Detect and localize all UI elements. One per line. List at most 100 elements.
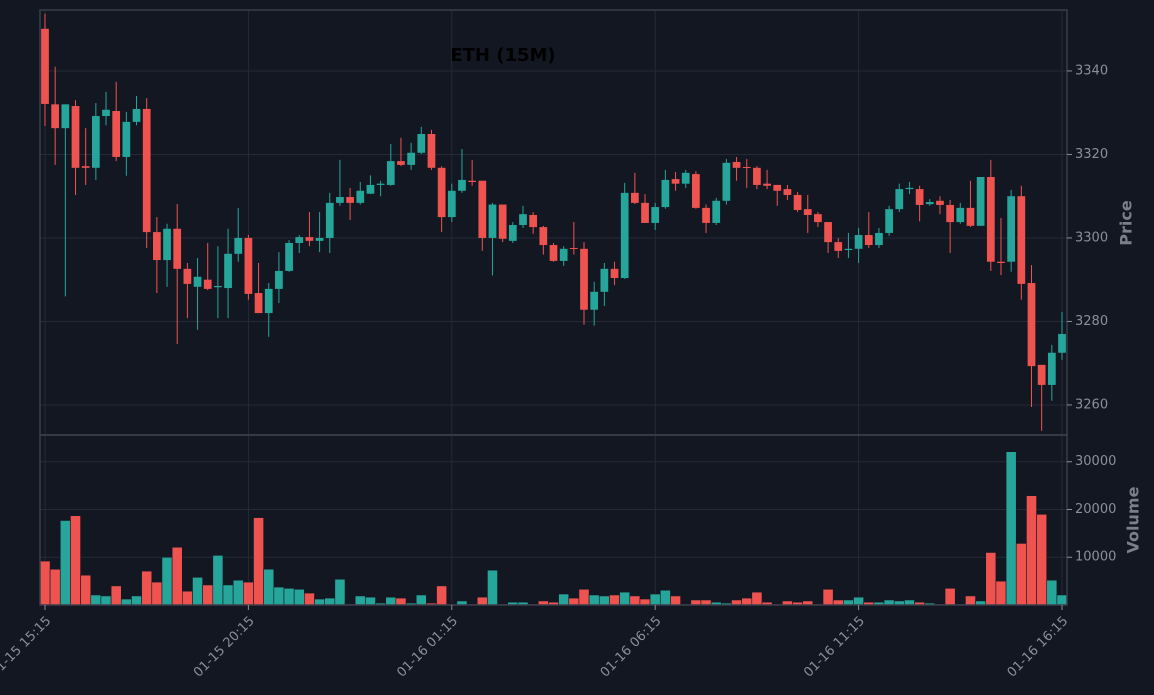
candle-body [61, 104, 70, 129]
volume-bar [629, 595, 641, 606]
volume-bar [314, 598, 325, 606]
y-tick-label: 3340 [1075, 63, 1108, 78]
volume-bar [751, 591, 763, 606]
volume-bar [283, 587, 295, 606]
candle-body [610, 268, 619, 279]
candle-body [193, 276, 202, 287]
volume-bars [39, 451, 1068, 606]
candle-body [1007, 196, 1016, 262]
candle-body [224, 253, 232, 289]
volume-bar [700, 599, 712, 606]
volume-bar [1015, 543, 1027, 606]
volume-bar [832, 599, 844, 606]
volume-bar [904, 599, 915, 606]
volume-bar [232, 579, 244, 606]
candle-body [692, 174, 700, 208]
volume-bar [273, 586, 285, 606]
volume-bar [741, 597, 753, 606]
volume-bar [487, 569, 498, 606]
candle-body [264, 288, 273, 314]
candle-body [875, 232, 883, 246]
volume-bar [731, 599, 742, 606]
candle-body [824, 222, 832, 243]
candle-body [41, 28, 49, 104]
volume-bar [690, 599, 702, 606]
candle-body [915, 189, 924, 205]
candle-body [671, 179, 680, 184]
candle-body [407, 152, 415, 165]
candle-body [437, 167, 446, 218]
volume-bar [558, 593, 570, 606]
candle-body [376, 183, 385, 185]
volume-bar [598, 595, 610, 606]
candle-body [539, 227, 548, 246]
candle-body [142, 108, 151, 233]
y-tick-label: 3280 [1075, 314, 1108, 329]
volume-bar [90, 594, 102, 606]
candle-body [600, 268, 609, 292]
candle-body [976, 176, 985, 226]
volume-bar [1005, 451, 1017, 606]
volume-bar [192, 577, 203, 606]
candle-body [925, 202, 934, 205]
candle-body [966, 207, 975, 226]
volume-bar [1056, 594, 1068, 606]
candle-body [753, 167, 761, 185]
volume-bar [70, 515, 81, 606]
candle-body [173, 228, 182, 269]
y-tick-label: 3320 [1075, 147, 1108, 162]
candle-body [102, 109, 110, 117]
candle-body [559, 248, 568, 261]
volume-bar [415, 594, 427, 606]
volume-bar [609, 594, 620, 606]
volume-bar [354, 595, 366, 606]
volume-bar [385, 596, 397, 606]
grid [40, 10, 1067, 605]
candle-body [529, 214, 538, 228]
candle-body [153, 232, 161, 261]
volume-bar [965, 595, 976, 606]
candle-body [163, 228, 171, 261]
candle-body [458, 179, 466, 191]
candle-body [773, 184, 782, 191]
candle-body [905, 187, 914, 190]
candle-body [1058, 333, 1066, 353]
candle-body [814, 214, 822, 223]
volume-bar [304, 592, 315, 606]
volume-tick-label: 20000 [1075, 502, 1116, 517]
volume-bar [334, 578, 346, 606]
candle-body [356, 190, 365, 203]
candle-body [864, 235, 873, 246]
volume-bar [222, 584, 234, 606]
candle-body [81, 166, 90, 168]
candle-body [956, 207, 965, 223]
candle-body [325, 202, 334, 238]
candle-body [661, 179, 670, 208]
x-tick-label: 01-16 11:15 [801, 614, 868, 681]
candle-body [183, 268, 192, 284]
candle-body [478, 180, 487, 238]
candle-body [417, 133, 426, 153]
x-tick-label: 01-16 06:15 [598, 614, 665, 681]
candle-body [936, 200, 944, 205]
candle-body [254, 293, 263, 314]
candle-body [946, 204, 954, 223]
candle-body [590, 291, 599, 310]
volume-bar [110, 585, 122, 606]
candle-body [549, 245, 558, 261]
candle-body [447, 190, 456, 218]
candle-body [346, 197, 354, 203]
candle-body [295, 237, 304, 243]
volume-bar [883, 599, 895, 606]
candle-body [315, 237, 324, 241]
candle-body [234, 237, 243, 254]
candle-body [203, 279, 212, 289]
candle-body [651, 207, 660, 223]
volume-bar [944, 587, 956, 606]
volume-tick-label: 10000 [1075, 550, 1116, 565]
candle-body [305, 237, 314, 241]
volume-bar [120, 598, 132, 606]
volume-tick-label: 30000 [1075, 454, 1116, 469]
candle-body [397, 161, 405, 165]
